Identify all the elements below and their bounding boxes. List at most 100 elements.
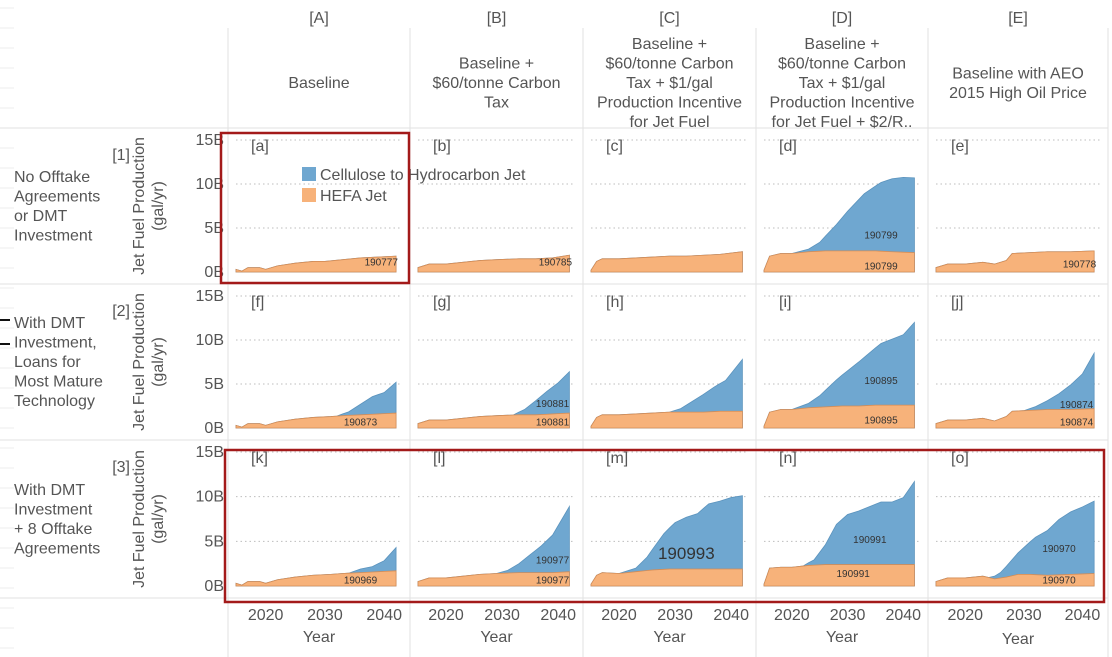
row-title: Most Mature <box>14 374 103 391</box>
panel-d: [d] 190799 190799 <box>763 138 920 273</box>
hefa-area <box>590 410 743 429</box>
y-axis-label-line: Jet Fuel Production <box>131 293 148 431</box>
hefa-area <box>417 571 570 587</box>
panel-label: [c] <box>606 138 623 155</box>
panel-b: [b] 190785 <box>417 138 575 273</box>
data-label: 190799 <box>864 261 898 272</box>
panel-l: [l] 190977 190977 <box>417 450 575 587</box>
panel-g: [g] 190881 190881 <box>417 294 575 429</box>
x-tick-label: 2040 <box>1065 607 1101 624</box>
data-label: 190873 <box>344 417 378 428</box>
y-axis-label: Jet Fuel Production (gal/yr) <box>131 293 167 431</box>
x-tick-label: 2020 <box>947 607 983 624</box>
panel-label: [o] <box>951 450 969 467</box>
y-tick-label: 5B <box>204 220 224 237</box>
data-label: 190970 <box>1042 575 1076 586</box>
column-title: Baseline <box>288 75 349 92</box>
row-id-label: [1] <box>112 147 130 164</box>
row-title: Loans for <box>14 354 81 371</box>
panel-label: [a] <box>251 138 269 155</box>
panel-label: [h] <box>606 294 624 311</box>
hefa-area <box>935 250 1095 273</box>
y-tick-label: 15B <box>196 132 224 149</box>
panel-label: [l] <box>433 450 445 467</box>
column-id-label: [D] <box>832 10 852 27</box>
panel-label: [f] <box>251 294 264 311</box>
panel-a: [a] 190777 <box>235 138 402 273</box>
y-axis-label-line: (gal/yr) <box>150 337 167 387</box>
panel-j: [j] 190874 190874 <box>935 294 1100 429</box>
data-label: 190799 <box>864 231 898 242</box>
x-tick-label: 2020 <box>248 607 284 624</box>
hefa-area <box>763 564 915 587</box>
data-label: 190785 <box>539 257 573 268</box>
row-title: Investment <box>14 501 93 518</box>
y-tick-label: 5B <box>204 376 224 393</box>
legend-entry: HEFA Jet <box>320 188 387 205</box>
data-label: 190778 <box>1063 260 1097 271</box>
column-title: 2015 High Oil Price <box>949 85 1087 102</box>
panel-label: [k] <box>251 450 268 467</box>
data-label: 190881 <box>536 399 570 410</box>
row-id-label: [2] <box>112 303 130 320</box>
column-title: Tax + $1/gal <box>626 75 713 92</box>
panel-c: [c] <box>590 138 748 273</box>
x-tick-label: 2020 <box>601 607 637 624</box>
row-title: Agreements <box>14 188 100 205</box>
hefa-area <box>590 251 743 273</box>
hefa-area <box>417 254 570 273</box>
x-tick-label: 2040 <box>540 607 576 624</box>
x-tick-label: 2030 <box>657 607 693 624</box>
x-tick-label: 2030 <box>307 607 343 624</box>
hefa-area <box>590 568 743 587</box>
row-title: No Offtake <box>14 169 90 186</box>
x-axis-label: Year <box>303 629 336 646</box>
row-title: or DMT <box>14 208 68 225</box>
x-tick-label: 2030 <box>1006 607 1042 624</box>
panel-label: [j] <box>951 294 963 311</box>
panel-f: [f] 190873 <box>235 294 402 429</box>
hefa-area <box>235 570 397 587</box>
x-tick-label: 2040 <box>885 607 921 624</box>
y-tick-label: 10B <box>196 332 224 349</box>
column-title: Tax + $1/gal <box>799 75 886 92</box>
x-tick-label: 2040 <box>366 607 402 624</box>
column-title: Production Incentive <box>770 95 915 112</box>
panel-i: [i] 190895 190895 <box>763 294 920 429</box>
data-label: 190881 <box>536 417 570 428</box>
legend-entry: Cellulose to Hydrocarbon Jet <box>320 167 526 184</box>
panel-e: [e] 190778 <box>935 138 1100 273</box>
legend-swatch <box>302 188 316 202</box>
data-label: 190977 <box>536 556 570 567</box>
legend-swatch <box>302 167 316 181</box>
data-label: 190969 <box>344 575 378 586</box>
column-title: Baseline + <box>459 56 534 73</box>
y-tick-label: 0B <box>204 578 224 595</box>
highlight-box <box>219 131 411 285</box>
row-title: With DMT <box>14 315 85 332</box>
y-tick-label: 0B <box>204 264 224 281</box>
x-axis-label: Year <box>480 629 513 646</box>
x-tick-label: 2020 <box>774 607 810 624</box>
x-axis-label: Year <box>653 629 686 646</box>
panel-label: [d] <box>779 138 797 155</box>
data-label: 190991 <box>853 535 887 546</box>
y-tick-label: 10B <box>196 489 224 506</box>
y-axis-label-line: (gal/yr) <box>150 181 167 231</box>
column-id-label: [E] <box>1008 10 1028 27</box>
row-title: Agreements <box>14 540 100 557</box>
column-title: Baseline + <box>632 36 707 53</box>
panel-k: [k] 190969 <box>235 450 402 587</box>
data-label: 190993 <box>658 544 715 563</box>
row-title: With DMT <box>14 482 85 499</box>
data-label: 190970 <box>1042 544 1076 555</box>
y-tick-label: 15B <box>196 444 224 461</box>
panel-label: [e] <box>951 138 969 155</box>
data-label: 190874 <box>1060 417 1094 428</box>
x-tick-label: 2040 <box>713 607 749 624</box>
column-title: $60/tonne Carbon <box>605 56 733 73</box>
row-id-label: [3] <box>112 459 130 476</box>
y-tick-label: 5B <box>204 533 224 550</box>
hefa-area <box>417 412 570 429</box>
